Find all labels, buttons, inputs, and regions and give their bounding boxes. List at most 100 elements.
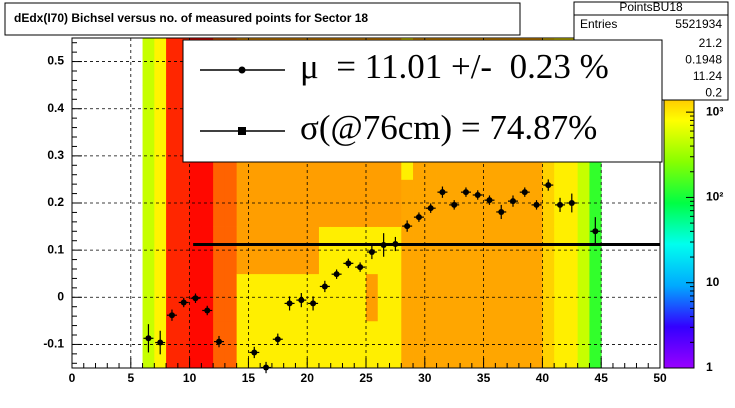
profile-point bbox=[214, 335, 224, 348]
cell bbox=[389, 179, 402, 227]
cell bbox=[142, 85, 155, 133]
cell bbox=[166, 85, 179, 133]
cell bbox=[401, 179, 414, 227]
cell bbox=[154, 85, 167, 133]
z-tick-label: 10³ bbox=[706, 104, 723, 118]
marker bbox=[510, 198, 516, 205]
marker bbox=[474, 191, 481, 198]
profile-point bbox=[437, 186, 448, 198]
marker bbox=[168, 312, 175, 319]
cell bbox=[142, 38, 155, 86]
cell bbox=[377, 273, 390, 322]
legend-box bbox=[182, 39, 663, 163]
cell bbox=[436, 273, 449, 322]
cell bbox=[460, 320, 473, 368]
cell bbox=[483, 273, 496, 322]
x-tick-label: 45 bbox=[595, 371, 609, 385]
profile-point bbox=[296, 293, 307, 308]
cell bbox=[401, 226, 414, 275]
profile-point bbox=[261, 361, 272, 374]
cell bbox=[401, 273, 414, 322]
cell bbox=[507, 273, 520, 322]
profile-point bbox=[460, 187, 471, 197]
profile-point bbox=[308, 296, 319, 311]
profile-point bbox=[390, 236, 401, 252]
y-tick-label: 0.2 bbox=[47, 195, 64, 209]
x-tick-label: 40 bbox=[536, 371, 550, 385]
marker bbox=[333, 271, 340, 278]
cell bbox=[213, 179, 226, 227]
cell bbox=[389, 273, 402, 322]
marker bbox=[157, 339, 164, 346]
stats-value: 0.1948 bbox=[685, 53, 722, 67]
profile-point bbox=[355, 262, 366, 272]
marker bbox=[192, 295, 199, 302]
profile-point bbox=[531, 200, 542, 210]
cell bbox=[471, 320, 484, 368]
cell bbox=[495, 179, 508, 227]
cell bbox=[177, 320, 190, 368]
cell bbox=[413, 179, 426, 227]
cell bbox=[471, 179, 484, 227]
marker bbox=[521, 189, 528, 196]
profile-point bbox=[190, 293, 201, 303]
marker bbox=[533, 201, 540, 208]
marker bbox=[380, 241, 387, 248]
profile-point bbox=[566, 193, 577, 213]
cell bbox=[495, 226, 508, 275]
cell bbox=[201, 179, 214, 227]
x-tick-label: 25 bbox=[359, 371, 373, 385]
x-tick-label: 0 bbox=[69, 371, 76, 385]
cell bbox=[189, 320, 202, 368]
cell bbox=[166, 179, 179, 227]
marker bbox=[286, 300, 293, 307]
cell bbox=[154, 179, 167, 227]
marker bbox=[216, 338, 222, 345]
profile-point bbox=[319, 280, 330, 293]
cell bbox=[142, 179, 155, 227]
x-tick-label: 20 bbox=[301, 371, 315, 385]
y-tick-label: 0 bbox=[57, 289, 64, 303]
cell bbox=[201, 273, 214, 322]
stats-value: 5521934 bbox=[675, 17, 722, 31]
cell bbox=[436, 226, 449, 275]
profile-point bbox=[284, 296, 295, 311]
cell bbox=[448, 226, 461, 275]
y-tick-label: 0.4 bbox=[47, 101, 64, 115]
profile-point bbox=[472, 190, 483, 200]
profile-point bbox=[590, 217, 601, 246]
cell bbox=[166, 320, 179, 368]
legend-label: μ = 11.01 +/- 0.23 % bbox=[300, 47, 609, 86]
legend-label: σ(@76cm) = 74.87% bbox=[300, 108, 597, 147]
profile-point bbox=[178, 297, 189, 308]
cell bbox=[413, 226, 426, 275]
profile-point bbox=[343, 258, 354, 269]
cell bbox=[142, 226, 155, 275]
profile-point bbox=[272, 333, 283, 345]
cell bbox=[507, 320, 520, 368]
marker bbox=[368, 249, 375, 256]
cell bbox=[166, 273, 179, 322]
cell bbox=[495, 273, 508, 322]
marker bbox=[298, 297, 305, 304]
profile-point bbox=[402, 220, 413, 232]
cell bbox=[507, 226, 520, 275]
cell bbox=[460, 226, 473, 275]
y-tick-label: 0.3 bbox=[47, 148, 64, 162]
marker bbox=[486, 197, 493, 204]
x-tick-label: 10 bbox=[183, 371, 197, 385]
cell bbox=[201, 320, 214, 368]
marker bbox=[498, 208, 505, 215]
cell bbox=[471, 226, 484, 275]
marker bbox=[462, 189, 469, 196]
cell bbox=[154, 132, 167, 180]
z-tick-label: 10² bbox=[706, 190, 723, 204]
title-box bbox=[4, 2, 521, 36]
marker bbox=[439, 189, 446, 196]
cell bbox=[377, 320, 390, 368]
y-tick-label: 0.5 bbox=[47, 54, 64, 68]
profile-point bbox=[166, 309, 177, 321]
cell bbox=[460, 273, 473, 322]
profile-point bbox=[413, 212, 424, 222]
